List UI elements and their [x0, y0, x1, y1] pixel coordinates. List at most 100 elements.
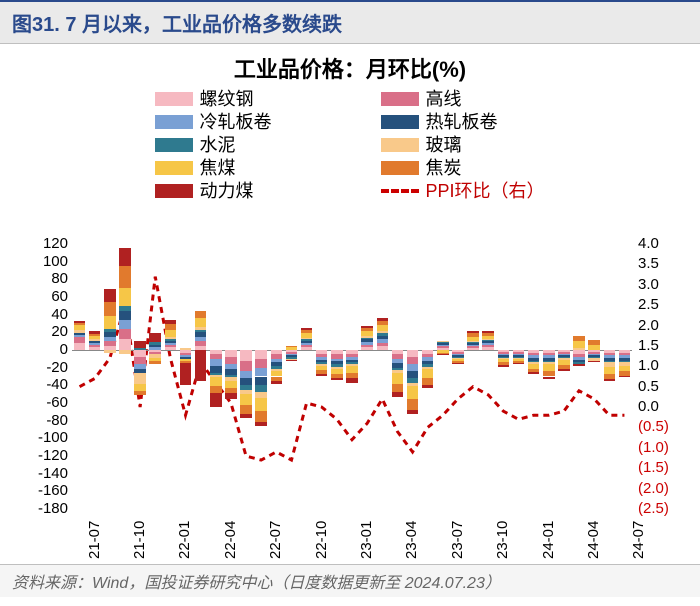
- bar-segment: [377, 325, 389, 330]
- bar-segment: [467, 345, 479, 347]
- bar-segment: [149, 347, 161, 350]
- bar-group: [195, 244, 207, 509]
- bar-segment: [301, 339, 313, 341]
- x-tick-label: 22-10: [313, 521, 330, 559]
- bar-segment: [240, 405, 252, 414]
- bar-segment: [149, 333, 161, 342]
- y-left-tick: -60: [0, 394, 68, 411]
- bar-segment: [286, 347, 298, 350]
- bar-segment: [89, 347, 101, 350]
- y-left-tick: -40: [0, 376, 68, 393]
- bar-segment: [604, 379, 616, 381]
- bar-segment: [195, 330, 207, 333]
- bar-segment: [210, 393, 222, 406]
- bar-segment: [195, 318, 207, 327]
- bar-segment: [301, 338, 313, 340]
- bar-segment: [255, 350, 267, 359]
- bar-segment: [482, 339, 494, 340]
- x-tick-label: 23-07: [449, 521, 466, 559]
- bar-segment: [437, 354, 449, 355]
- bar-segment: [119, 350, 131, 354]
- bar-segment: [316, 374, 328, 376]
- bar-segment: [165, 347, 177, 350]
- bar-segment: [361, 328, 373, 332]
- bar-segment: [361, 345, 373, 348]
- bar-segment: [165, 341, 177, 343]
- bar-segment: [301, 330, 313, 334]
- bar-group: [255, 244, 267, 509]
- bar-segment: [377, 318, 389, 321]
- y-right-tick: 4.0: [638, 235, 694, 252]
- y-left-tick: 120: [0, 235, 68, 252]
- bar-segment: [74, 321, 86, 323]
- legend-item: 螺纹钢: [155, 88, 271, 110]
- y-left-tick: 20: [0, 323, 68, 340]
- bar-segment: [225, 381, 237, 388]
- legend-item: 冷轧板卷: [155, 111, 271, 133]
- y-right-tick: 3.5: [638, 255, 694, 272]
- bar-segment: [255, 368, 267, 377]
- bar-segment: [407, 350, 419, 357]
- bar-segment: [74, 323, 86, 326]
- bar-segment: [180, 348, 192, 350]
- bar-segment: [467, 343, 479, 345]
- bar-segment: [74, 335, 86, 337]
- bar-segment: [392, 384, 404, 393]
- bar-segment: [377, 336, 389, 340]
- bar-segment: [392, 392, 404, 396]
- bar-segment: [149, 345, 161, 348]
- bar-segment: [165, 337, 177, 340]
- bar-group: [149, 244, 161, 509]
- bar-segment: [119, 306, 131, 311]
- legend-item: 动力煤: [155, 180, 271, 202]
- bar-segment: [392, 373, 404, 384]
- bar-segment: [377, 321, 389, 325]
- legend-item: 焦煤: [155, 157, 271, 179]
- y-left-tick: 60: [0, 288, 68, 305]
- bar-segment: [134, 348, 146, 350]
- bar-segment: [89, 341, 101, 343]
- y-left-tick: 80: [0, 270, 68, 287]
- bar-segment: [361, 339, 373, 342]
- y-left-tick: -180: [0, 500, 68, 517]
- bar-segment: [271, 381, 283, 385]
- bar-group: [225, 244, 237, 509]
- bar-segment: [482, 347, 494, 350]
- bar-segment: [104, 302, 116, 315]
- bar-segment: [134, 384, 146, 391]
- x-tick-label: 23-04: [403, 521, 420, 559]
- bar-group: [240, 244, 252, 509]
- bar-segment: [482, 333, 494, 336]
- bar-segment: [89, 345, 101, 348]
- legend: 螺纹钢冷轧板卷水泥焦煤动力煤 高线热轧板卷玻璃焦炭PPI环比（右）: [0, 86, 700, 206]
- bar-segment: [361, 347, 373, 350]
- bar-segment: [240, 361, 252, 372]
- bar-segment: [467, 341, 479, 342]
- x-tick-label: 24-01: [540, 521, 557, 559]
- chart-title: 工业品价格：月环比(%): [0, 44, 700, 86]
- bar-segment: [119, 339, 131, 350]
- x-tick-label: 22-01: [176, 521, 193, 559]
- bar-segment: [407, 357, 419, 364]
- bar-segment: [119, 288, 131, 306]
- bar-segment: [89, 343, 101, 345]
- bar-group: [377, 244, 389, 509]
- bar-segment: [467, 346, 479, 348]
- y-left-tick: -160: [0, 482, 68, 499]
- bar-segment: [240, 378, 252, 385]
- bar-segment: [346, 378, 358, 382]
- bar-segment: [165, 339, 177, 341]
- bar-segment: [467, 348, 479, 350]
- bar-segment: [437, 343, 449, 345]
- bar-segment: [573, 336, 585, 341]
- bar-segment: [361, 338, 373, 340]
- bar-segment: [89, 339, 101, 342]
- bar-segment: [255, 411, 267, 422]
- bar-segment: [482, 341, 494, 343]
- bar-segment: [301, 333, 313, 337]
- x-tick-label: 21-10: [131, 521, 148, 559]
- bar-segment: [361, 342, 373, 345]
- bar-segment: [604, 367, 616, 374]
- bar-segment: [134, 373, 146, 384]
- y-left-tick: -140: [0, 465, 68, 482]
